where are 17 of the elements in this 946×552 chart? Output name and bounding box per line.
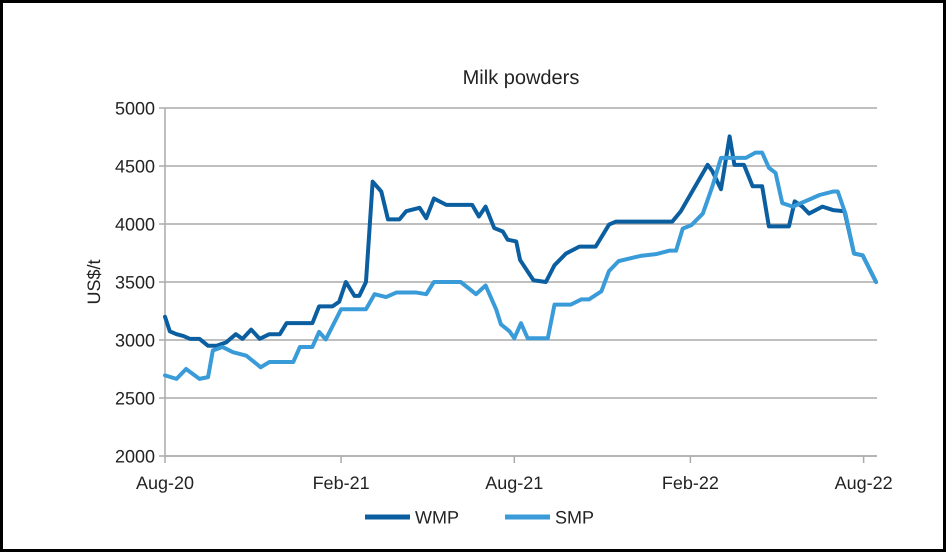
x-tick-label: Aug-21 bbox=[485, 473, 544, 493]
y-tick-label: 3500 bbox=[114, 272, 155, 292]
x-tick-label: Feb-22 bbox=[662, 473, 719, 493]
x-tick-label: Feb-21 bbox=[312, 473, 370, 493]
y-tick-label: 2500 bbox=[114, 388, 155, 408]
line-series bbox=[163, 150, 878, 381]
y-tick-label: 5000 bbox=[114, 98, 155, 118]
y-tick-label: 3000 bbox=[114, 330, 155, 350]
y-tick-label: 4500 bbox=[114, 156, 155, 176]
y-axis-title: US$/t bbox=[84, 259, 104, 305]
legend-label: WMP bbox=[415, 507, 459, 528]
y-tick-label: 4000 bbox=[114, 214, 155, 234]
legend-label: SMP bbox=[555, 507, 594, 528]
chart-title: Milk powders bbox=[462, 67, 580, 89]
x-tick-label: Aug-22 bbox=[834, 473, 893, 493]
x-tick-label: Aug-20 bbox=[136, 473, 194, 493]
y-tick-label: 2000 bbox=[114, 446, 155, 466]
